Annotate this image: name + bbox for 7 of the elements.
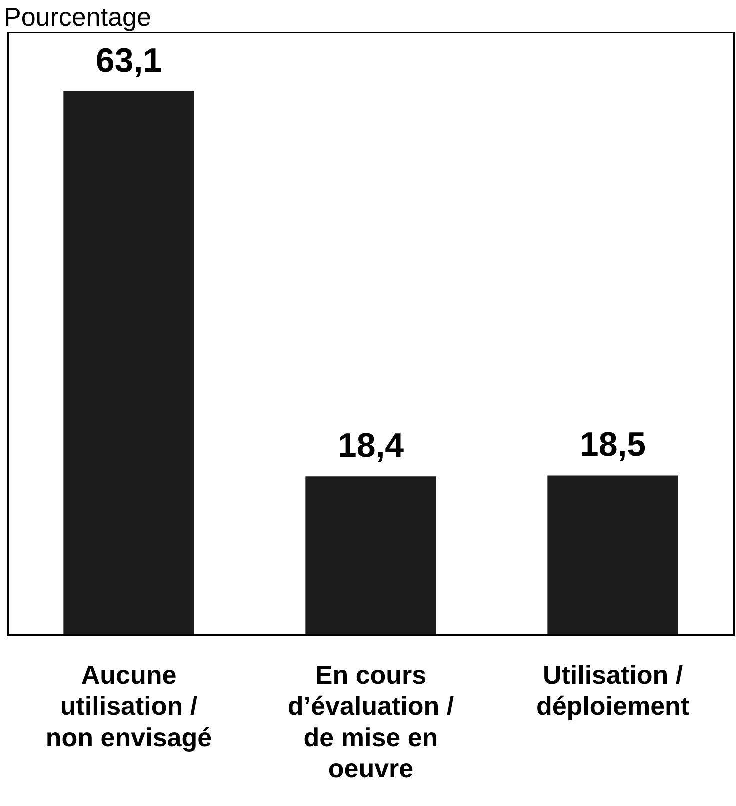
data-label: 18,5	[580, 426, 646, 464]
x-tick-label: Aucune utilisation / non envisagé	[46, 660, 212, 752]
data-label: 63,1	[96, 42, 162, 80]
x-tick-label: Utilisation / déploiement	[536, 660, 690, 722]
x-tick-label: En cours d’évaluation / de mise en oeuvre	[288, 660, 454, 784]
y-axis-title: Pourcentage	[3, 1, 152, 32]
data-label: 18,4	[338, 427, 404, 466]
